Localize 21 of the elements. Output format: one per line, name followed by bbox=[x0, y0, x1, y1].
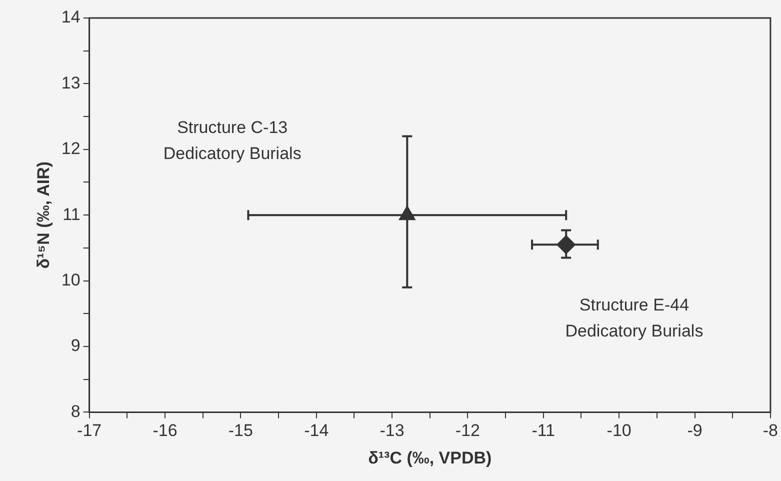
x-tick-label: -8 bbox=[762, 421, 778, 440]
x-axis-title: δ¹³C (‰, VPDB) bbox=[368, 448, 492, 468]
y-axis-title: δ¹⁵N (‰, AIR) bbox=[34, 161, 53, 269]
y-tick-label: 10 bbox=[61, 270, 80, 290]
y-tick-label: 12 bbox=[61, 139, 80, 158]
y-tick-label: 14 bbox=[61, 8, 80, 27]
x-tick-label: -11 bbox=[532, 421, 556, 440]
x-tick-label: -10 bbox=[606, 421, 632, 440]
x-tick-label: -13 bbox=[380, 421, 404, 440]
x-tick-label: -16 bbox=[152, 421, 178, 440]
x-tick-label: -9 bbox=[687, 421, 702, 440]
annotation: Structure E-44 Dedicatory Burials bbox=[565, 295, 704, 340]
x-tick-label: -14 bbox=[304, 421, 329, 440]
x-tick-label: -15 bbox=[228, 421, 253, 440]
y-tick-label: 11 bbox=[62, 204, 80, 224]
y-tick-label: 9 bbox=[70, 336, 80, 356]
annotation: Structure C-13 Dedicatory Burials bbox=[163, 118, 302, 164]
x-tick-label: -12 bbox=[455, 421, 480, 440]
x-tick-label: -17 bbox=[77, 421, 102, 440]
y-tick-label: 8 bbox=[70, 402, 80, 421]
y-tick-label: 13 bbox=[61, 73, 80, 92]
